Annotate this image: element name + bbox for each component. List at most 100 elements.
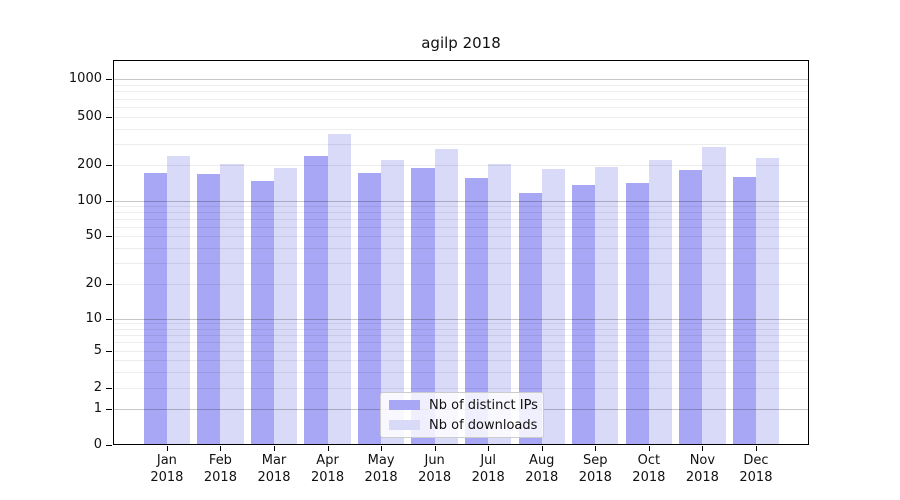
gridline-minor-300 — [113, 143, 809, 145]
y-tick-label-50: 50 — [85, 228, 102, 243]
gridline-minor-8 — [113, 328, 809, 330]
gridline-minor-600 — [113, 107, 809, 108]
x-tick-mark-dec — [756, 446, 757, 451]
x-tick-mark-may — [381, 446, 382, 451]
gridline-minor-7 — [113, 335, 809, 337]
x-tick-label-oct: Oct 2018 — [632, 453, 666, 485]
y-tick-label-200: 200 — [77, 157, 102, 172]
y-tick-mark-5 — [106, 351, 112, 352]
gridline-minor-40 — [113, 247, 809, 249]
bar-distinct-ips-dec — [732, 176, 756, 445]
gridline-minor-700 — [113, 98, 809, 100]
gridline-minor-2 — [113, 388, 809, 389]
x-tick-label-jun: Jun 2018 — [418, 453, 452, 485]
x-tick-mark-mar — [274, 446, 275, 451]
y-tick-mark-20 — [106, 284, 112, 285]
x-tick-label-feb: Feb 2018 — [203, 453, 237, 485]
bar-downloads-jan — [166, 156, 191, 445]
y-tick-label-1: 1 — [93, 400, 102, 416]
x-tick-label-dec: Dec 2018 — [739, 453, 773, 485]
x-tick-label-jan: Jan 2018 — [150, 453, 184, 485]
gridline-major-100 — [113, 200, 809, 202]
x-tick-label-mar: Mar 2018 — [257, 453, 291, 485]
chart-title: agilp 2018 — [421, 34, 501, 52]
x-tick-mark-apr — [328, 446, 329, 451]
legend-row-downloads: Nb of downloads — [389, 418, 543, 433]
gridline-minor-80 — [113, 211, 809, 213]
legend-label-downloads: Nb of downloads — [429, 417, 538, 433]
bar-distinct-ips-nov — [679, 169, 703, 445]
gridline-major-10 — [113, 318, 809, 320]
legend: Nb of distinct IPs Nb of downloads — [380, 392, 544, 438]
bar-distinct-ips-apr — [304, 155, 328, 445]
x-tick-mark-jun — [435, 446, 436, 451]
gridline-minor-20 — [113, 284, 809, 285]
gridline-minor-6 — [113, 342, 809, 344]
gridline-minor-400 — [113, 128, 809, 130]
y-tick-label-500: 500 — [77, 109, 102, 124]
x-tick-label-jul: Jul 2018 — [471, 453, 505, 485]
y-tick-mark-0 — [106, 445, 112, 446]
gridline-minor-200 — [113, 165, 809, 166]
y-tick-label-0: 0 — [93, 437, 102, 452]
gridline-minor-70 — [113, 218, 809, 220]
x-tick-mark-jul — [488, 446, 489, 451]
gridline-minor-9 — [113, 323, 809, 325]
gridline-minor-3 — [113, 371, 809, 373]
bar-downloads-jun — [434, 149, 458, 445]
legend-swatch-downloads-icon — [389, 420, 420, 430]
x-tick-label-may: May 2018 — [364, 453, 398, 485]
bar-distinct-ips-jan — [143, 172, 167, 445]
bar-downloads-dec — [755, 157, 780, 445]
x-tick-mark-feb — [220, 446, 221, 451]
bar-distinct-ips-sep — [572, 184, 596, 445]
bar-distinct-ips-jun — [411, 167, 435, 445]
x-tick-mark-sep — [595, 446, 596, 451]
bar-distinct-ips-feb — [197, 173, 221, 445]
bar-downloads-jul — [488, 163, 512, 445]
legend-row-distinct-ips: Nb of distinct IPs — [389, 398, 543, 413]
y-tick-label-2: 2 — [93, 380, 102, 395]
x-tick-mark-oct — [649, 446, 650, 451]
bar-distinct-ips-mar — [250, 181, 274, 445]
x-tick-mark-aug — [542, 446, 543, 451]
y-tick-mark-1000 — [106, 79, 112, 80]
y-tick-label-10: 10 — [85, 310, 102, 326]
bar-distinct-ips-oct — [625, 183, 649, 445]
x-tick-label-apr: Apr 2018 — [311, 453, 345, 485]
x-tick-mark-nov — [702, 446, 703, 451]
y-tick-mark-2 — [106, 388, 112, 389]
gridline-minor-50 — [113, 236, 809, 237]
y-tick-mark-50 — [106, 236, 112, 237]
y-tick-mark-500 — [106, 117, 112, 118]
x-tick-label-nov: Nov 2018 — [685, 453, 719, 485]
bar-downloads-aug — [541, 169, 565, 445]
legend-label-distinct-ips: Nb of distinct IPs — [429, 397, 538, 413]
x-tick-label-aug: Aug 2018 — [525, 453, 559, 485]
gridline-minor-60 — [113, 226, 809, 228]
gridline-minor-900 — [113, 84, 809, 86]
legend-swatch-distinct-ips-icon — [389, 400, 420, 410]
y-tick-label-20: 20 — [85, 276, 102, 291]
y-tick-label-1000: 1000 — [68, 71, 102, 86]
gridline-minor-800 — [113, 91, 809, 93]
bar-downloads-nov — [702, 147, 726, 445]
y-tick-mark-200 — [106, 165, 112, 166]
gridline-minor-500 — [113, 117, 809, 118]
y-tick-mark-1 — [106, 409, 112, 410]
bar-downloads-oct — [648, 160, 673, 445]
gridline-major-1000 — [113, 79, 809, 80]
gridline-minor-5 — [113, 351, 809, 352]
y-tick-label-5: 5 — [93, 343, 102, 358]
bar-downloads-mar — [274, 168, 298, 445]
x-tick-label-sep: Sep 2018 — [578, 453, 612, 485]
bar-downloads-sep — [595, 167, 619, 445]
gridline-minor-30 — [113, 262, 809, 264]
bar-distinct-ips-jul — [465, 178, 489, 445]
y-tick-mark-100 — [106, 201, 112, 202]
x-tick-mark-jan — [167, 446, 168, 451]
bar-downloads-apr — [327, 134, 351, 445]
y-tick-label-100: 100 — [77, 192, 102, 208]
plot-area: Nb of distinct IPs Nb of downloads — [113, 60, 809, 445]
